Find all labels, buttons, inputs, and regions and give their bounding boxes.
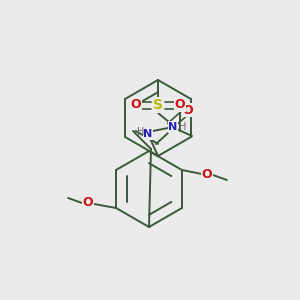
Text: O: O xyxy=(175,98,185,112)
Text: N: N xyxy=(143,129,153,139)
Text: S: S xyxy=(153,98,163,112)
Text: N: N xyxy=(168,122,178,132)
Text: O: O xyxy=(202,169,212,182)
Text: H: H xyxy=(179,122,187,132)
Text: H: H xyxy=(137,127,145,137)
Text: O: O xyxy=(131,98,141,112)
Text: O: O xyxy=(183,103,193,116)
Text: O: O xyxy=(83,196,93,209)
